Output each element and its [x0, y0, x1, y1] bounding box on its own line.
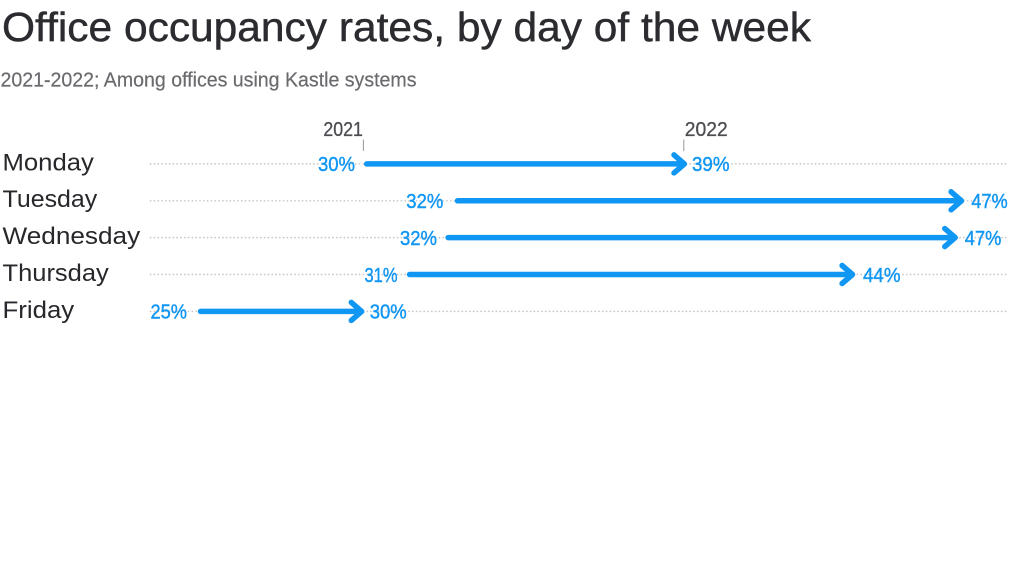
svg-text:25%: 25% — [151, 302, 188, 324]
svg-text:Office occupancy rates, by day: Office occupancy rates, by day of the we… — [2, 4, 812, 50]
svg-text:44%: 44% — [863, 265, 901, 287]
svg-text:32%: 32% — [406, 191, 443, 213]
svg-text:Tuesday: Tuesday — [3, 186, 98, 213]
svg-text:Friday: Friday — [3, 297, 75, 324]
svg-text:Monday: Monday — [3, 149, 94, 176]
svg-text:47%: 47% — [971, 191, 1008, 213]
svg-text:2022: 2022 — [685, 119, 728, 141]
svg-text:39%: 39% — [692, 154, 730, 176]
svg-text:31%: 31% — [365, 265, 398, 287]
svg-text:47%: 47% — [965, 228, 1002, 250]
svg-text:2021-2022; Among offices using: 2021-2022; Among offices using Kastle sy… — [1, 69, 417, 91]
svg-text:30%: 30% — [318, 154, 355, 176]
svg-text:Wednesday: Wednesday — [3, 223, 141, 250]
svg-text:2021: 2021 — [323, 119, 363, 141]
svg-text:30%: 30% — [370, 302, 407, 324]
svg-text:32%: 32% — [400, 228, 437, 250]
svg-text:Thursday: Thursday — [3, 260, 109, 287]
